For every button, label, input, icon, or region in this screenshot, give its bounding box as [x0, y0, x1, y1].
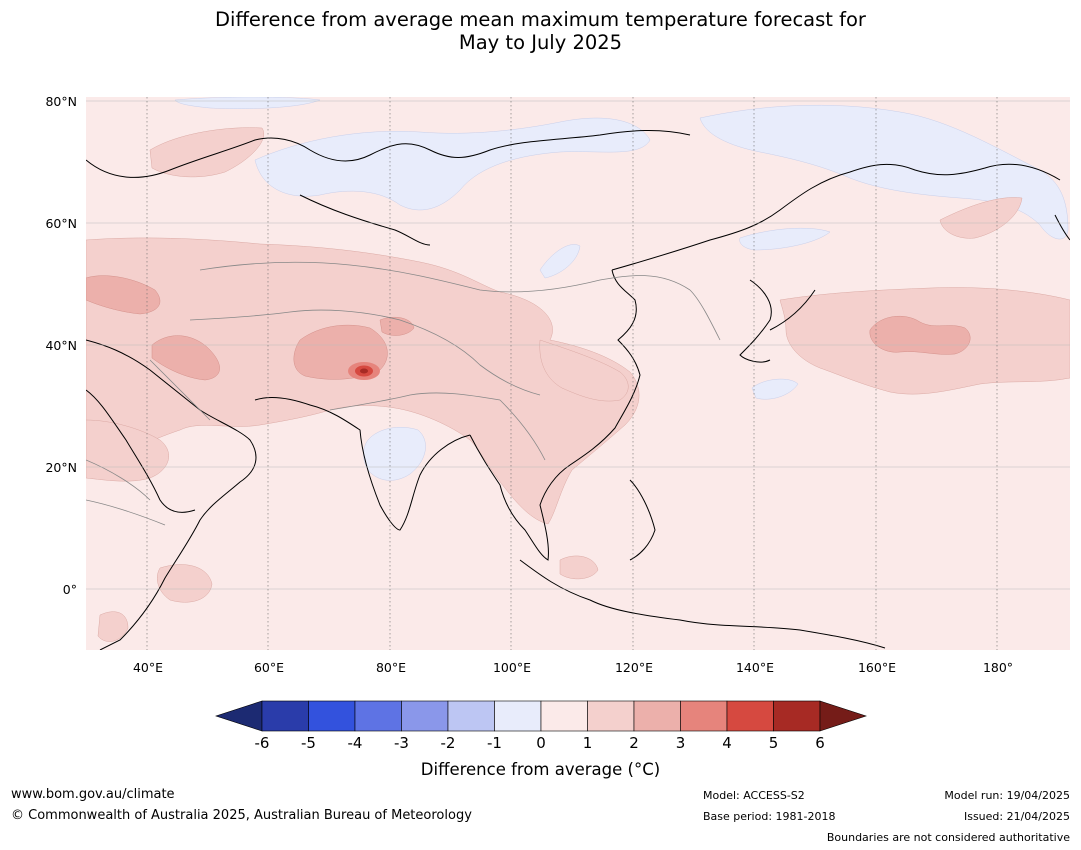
model-run-date: Model run: 19/04/2025	[944, 789, 1070, 802]
lon-label-100e: 100°E	[493, 660, 531, 675]
anomaly-pos1-scandinavia	[149, 127, 264, 178]
colorbar-tick-label: 2	[629, 734, 639, 752]
colorbar-tick-label: 3	[676, 734, 686, 752]
anomaly-pos1-north-pacific	[939, 197, 1023, 239]
anomaly-neg-east-siberia	[699, 104, 1069, 240]
lon-label-80e: 80°E	[376, 660, 406, 675]
colorbar-tick-labels: -6 -5 -4 -3 -2 -1 0 1 2 3 4 5 6	[255, 734, 825, 752]
lon-label-120e: 120°E	[615, 660, 653, 675]
anomaly-pos5-himalaya	[360, 368, 368, 374]
colorbar-block	[308, 700, 356, 732]
temperature-anomaly-map: 80°N 60°N 40°N 20°N 0° 40°E 60°E 80°E 10…	[45, 94, 1070, 675]
model-name: Model: ACCESS-S2	[703, 789, 805, 802]
colorbar: -6 -5 -4 -3 -2 -1 0 1 2 3 4 5 6	[215, 700, 867, 752]
anomaly-pos2-caspian	[86, 275, 161, 315]
anomaly-pos1-east-africa	[157, 564, 213, 603]
issued-date: Issued: 21/04/2025	[963, 810, 1070, 823]
colorbar-tick-label: 1	[583, 734, 593, 752]
lat-label-80n: 80°N	[45, 94, 77, 109]
colorbar-tick-label: 0	[536, 734, 546, 752]
lon-label-60e: 60°E	[254, 660, 284, 675]
anomaly-pos1-china-east	[539, 339, 629, 402]
colorbar-tick-label: -3	[394, 734, 409, 752]
colorbar-block	[773, 700, 821, 732]
colorbar-tick-label: -2	[441, 734, 456, 752]
map-title: Difference from average mean maximum tem…	[0, 8, 1081, 54]
country-boundaries	[86, 261, 721, 526]
colorbar-block	[540, 700, 588, 732]
colorbar-block	[726, 700, 774, 732]
colorbar-block	[587, 700, 635, 732]
colorbar-tick-label: -1	[487, 734, 502, 752]
title-line-2: May to July 2025	[458, 31, 623, 54]
colorbar-block	[401, 700, 449, 732]
colorbar-tick-label: -5	[301, 734, 316, 752]
anomaly-neg-arctic-west	[174, 97, 321, 109]
colorbar-block	[261, 700, 309, 732]
colorbar-tick-label: 6	[815, 734, 825, 752]
colorbar-extend-low	[215, 700, 263, 732]
lon-label-180: 180°	[983, 660, 1013, 675]
anomaly-neg-siberia	[254, 117, 651, 211]
colorbar-block	[354, 700, 402, 732]
colorbar-block	[494, 700, 542, 732]
colorbar-block	[633, 700, 681, 732]
colorbar-block	[680, 700, 728, 732]
anomaly-neg-japan-east	[751, 378, 799, 400]
map-field	[86, 97, 1070, 650]
lon-label-160e: 160°E	[858, 660, 896, 675]
lat-label-0: 0°	[63, 582, 77, 597]
anomaly-neg-baikal	[539, 244, 581, 279]
colorbar-blocks	[215, 700, 867, 732]
anomaly-pos1-africa-south	[97, 611, 129, 642]
gridlines	[86, 97, 1070, 650]
anomaly-neg-okhotsk	[739, 227, 831, 251]
anomaly-pos1-indochina-sea	[559, 555, 599, 580]
lon-label-140e: 140°E	[736, 660, 774, 675]
copyright-text: © Commonwealth of Australia 2025, Austra…	[11, 808, 472, 823]
lat-label-40n: 40°N	[45, 338, 77, 353]
title-line-1: Difference from average mean maximum tem…	[215, 8, 866, 31]
colorbar-tick-label: 4	[722, 734, 732, 752]
colorbar-extend-high	[819, 700, 867, 732]
bom-url[interactable]: www.bom.gov.au/climate	[11, 787, 175, 802]
boundaries-disclaimer: Boundaries are not considered authoritat…	[826, 831, 1070, 844]
coastlines	[86, 130, 1070, 650]
anomaly-pos2-iran	[151, 335, 220, 381]
colorbar-tick-label: -6	[255, 734, 270, 752]
lat-label-60n: 60°N	[45, 216, 77, 231]
base-period: Base period: 1981-2018	[703, 810, 836, 823]
lon-label-40e: 40°E	[133, 660, 163, 675]
lat-label-20n: 20°N	[45, 460, 77, 475]
anomaly-pos1-central-asia	[86, 237, 640, 525]
colorbar-label: Difference from average (°C)	[420, 760, 661, 779]
colorbar-tick-label: -4	[348, 734, 363, 752]
colorbar-tick-label: 5	[769, 734, 779, 752]
colorbar-block	[447, 700, 495, 732]
anomaly-pos1-arabia	[86, 419, 169, 482]
